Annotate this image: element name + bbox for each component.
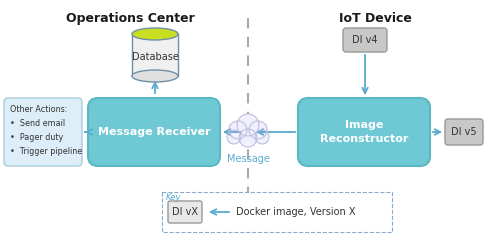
Ellipse shape — [132, 28, 178, 40]
Text: IoT Device: IoT Device — [339, 12, 411, 25]
Text: Image
Reconstructor: Image Reconstructor — [320, 120, 408, 144]
FancyBboxPatch shape — [88, 98, 220, 166]
FancyBboxPatch shape — [228, 124, 268, 142]
Circle shape — [249, 121, 267, 139]
FancyBboxPatch shape — [445, 119, 483, 145]
Text: Docker image, Version X: Docker image, Version X — [236, 207, 355, 217]
Text: DI v5: DI v5 — [451, 127, 477, 137]
Circle shape — [237, 114, 259, 136]
FancyBboxPatch shape — [4, 98, 82, 166]
Ellipse shape — [132, 70, 178, 82]
Text: Operations Center: Operations Center — [66, 12, 195, 25]
Circle shape — [229, 121, 247, 139]
Circle shape — [239, 129, 257, 147]
Circle shape — [227, 130, 241, 144]
FancyBboxPatch shape — [298, 98, 430, 166]
Text: Message: Message — [227, 154, 269, 164]
FancyBboxPatch shape — [132, 34, 178, 76]
FancyBboxPatch shape — [168, 201, 202, 223]
FancyBboxPatch shape — [162, 192, 392, 232]
Text: DI v4: DI v4 — [352, 35, 378, 45]
Text: Message Receiver: Message Receiver — [98, 127, 210, 137]
FancyBboxPatch shape — [343, 28, 387, 52]
Circle shape — [255, 130, 269, 144]
Text: DI vX: DI vX — [172, 207, 198, 217]
Text: Database: Database — [132, 52, 178, 62]
Text: Key: Key — [166, 193, 181, 202]
Text: Other Actions:
•  Send email
•  Pager duty
•  Trigger pipeline: Other Actions: • Send email • Pager duty… — [10, 105, 82, 156]
